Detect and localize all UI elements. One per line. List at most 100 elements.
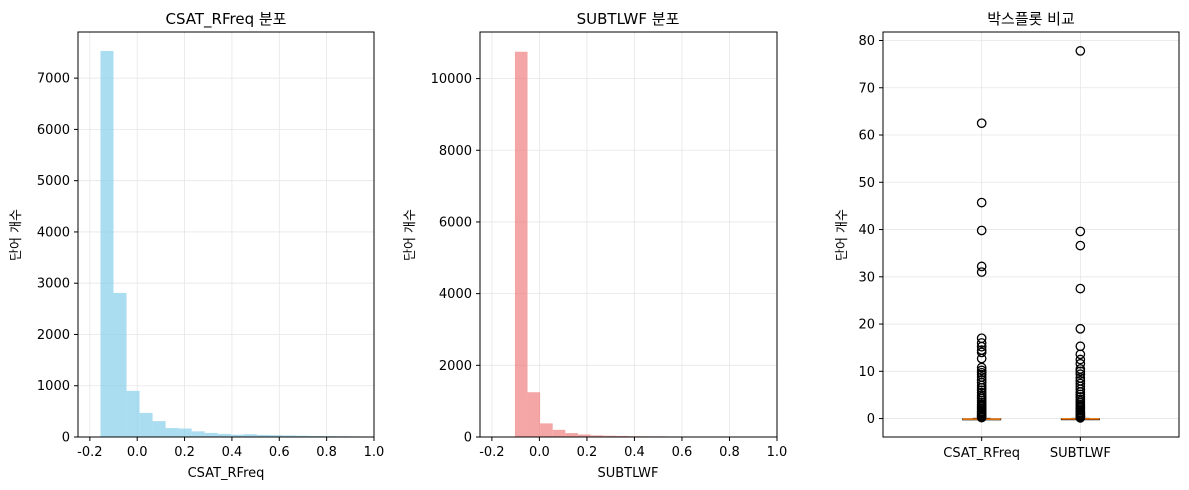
outlier-point (976, 341, 987, 352)
outlier-point (1075, 226, 1086, 237)
boxplot-comparison: 박스플롯 비교 단어 개수 CSAT_RFreq SUBTLWF 0 10 20 30 40… (835, 10, 1180, 461)
x-tick-label: 0.6 (269, 445, 290, 460)
x-tick-label: 0.6 (672, 445, 693, 460)
outlier-point (1075, 283, 1086, 294)
y-axis-label: 단어 개수 (9, 209, 24, 261)
histogram-bar (152, 421, 166, 437)
outlier-point (1075, 240, 1086, 251)
histogram-bar (191, 431, 205, 437)
y-tick-label: 0 (464, 431, 472, 446)
outlier-point (976, 362, 987, 373)
histogram-bar (269, 435, 283, 437)
histogram-bar (178, 428, 192, 437)
outlier-point (976, 412, 987, 423)
y-tick-label: 20 (858, 318, 875, 333)
y-tick-label: 6000 (37, 123, 70, 138)
outlier-point (976, 261, 987, 272)
x-tick-label: 1.0 (364, 445, 385, 460)
y-tick-label: 4000 (37, 225, 70, 240)
histogram-bar (165, 428, 179, 437)
outlier-point (976, 347, 987, 358)
outlier-point (976, 225, 987, 236)
x-tick-label: -0.2 (479, 445, 504, 460)
histogram-bar (243, 434, 257, 437)
outlier-point (976, 197, 987, 208)
chart-title: SUBTLWF 분포 (577, 10, 680, 28)
x-tick-label: CSAT_RFreq (943, 446, 1020, 461)
x-axis-label: SUBTLWF (597, 466, 658, 481)
y-axis-label: 단어 개수 (403, 209, 418, 261)
chart-title: CSAT_RFreq 분포 (166, 10, 287, 29)
histogram-bar (295, 435, 309, 437)
histogram-bar (590, 435, 604, 437)
y-tick-label: 4000 (439, 287, 472, 302)
x-tick-label: 1.0 (767, 445, 788, 460)
chart-title: 박스플롯 비교 (987, 10, 1075, 28)
histogram-bar (615, 435, 629, 437)
outlier-point (1075, 366, 1086, 377)
y-tick-label: 2000 (439, 359, 472, 374)
histogram-csat-rfreq: CSAT_RFreq 분포 CSAT_RFreq 단어 개수 -0.2 0.0 0.… (9, 10, 384, 481)
histogram-bar (100, 50, 114, 437)
x-tick-label: SUBTLWF (1050, 446, 1111, 461)
outlier-point (1075, 354, 1086, 365)
histogram-bar (139, 412, 153, 437)
x-tick-label: 0.8 (719, 445, 740, 460)
y-tick-label: 10 (858, 365, 875, 380)
x-tick-label: 0.0 (529, 445, 550, 460)
histogram-bar (113, 292, 127, 437)
axes-frame (479, 31, 778, 438)
histogram-bar (552, 429, 566, 437)
x-axis-label: CSAT_RFreq (188, 466, 265, 481)
y-tick-label: 3000 (37, 277, 70, 292)
x-tick-label: 0.0 (127, 445, 148, 460)
y-tick-label: 0 (62, 431, 70, 446)
y-tick-label: 40 (858, 223, 875, 238)
histogram-bar (256, 434, 270, 437)
outlier-point (976, 118, 987, 129)
axes-frame (882, 31, 1180, 438)
y-tick-label: 10000 (431, 72, 472, 87)
histogram-bar (540, 423, 553, 437)
histogram-bar (308, 435, 322, 437)
x-tick-label: 0.4 (624, 445, 645, 460)
histogram-bar (217, 433, 231, 437)
y-tick-label: 1000 (37, 379, 70, 394)
y-tick-label: 50 (858, 176, 875, 191)
x-tick-label: -0.2 (77, 445, 102, 460)
y-axis-label: 단어 개수 (835, 209, 850, 261)
histogram-bar (230, 434, 244, 437)
outlier-point (1075, 413, 1086, 423)
outlier-point (1075, 369, 1086, 379)
x-tick-label: 0.2 (174, 445, 195, 460)
outlier-point (976, 377, 987, 388)
outlier-point (976, 267, 987, 277)
x-tick-label: 0.8 (316, 445, 337, 460)
outlier-point (1075, 323, 1086, 334)
histogram-bar (565, 433, 578, 437)
histogram-bar (126, 390, 140, 437)
outlier-point (1075, 349, 1086, 360)
y-tick-label: 2000 (37, 328, 70, 343)
y-tick-label: 70 (858, 81, 875, 96)
x-tick-label: 0.4 (222, 445, 243, 460)
histogram-bar (282, 435, 296, 437)
y-tick-label: 5000 (37, 174, 70, 189)
y-tick-label: 7000 (37, 72, 70, 87)
y-tick-label: 60 (858, 129, 875, 144)
outlier-point (1075, 46, 1086, 56)
histogram-bar (527, 392, 541, 437)
y-tick-label: 30 (858, 270, 875, 285)
y-tick-label: 80 (858, 34, 875, 49)
histogram-subtlwf: SUBTLWF 분포 SUBTLWF 단어 개수 -0.2 0.0 0.2 0.4 0.… (403, 10, 787, 481)
y-tick-label: 0 (867, 412, 875, 427)
histogram-bar (204, 432, 218, 437)
x-tick-label: 0.2 (577, 445, 598, 460)
outlier-point (976, 338, 987, 348)
histogram-bar (603, 435, 616, 437)
y-tick-label: 6000 (439, 215, 472, 230)
outlier-point (1075, 358, 1086, 369)
axes-frame (77, 31, 375, 438)
y-tick-label: 8000 (439, 144, 472, 159)
